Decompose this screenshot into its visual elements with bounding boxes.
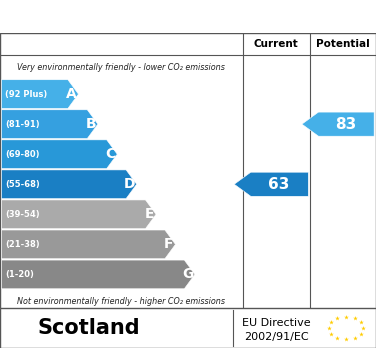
Text: B: B: [86, 117, 96, 131]
Text: Not environmentally friendly - higher CO₂ emissions: Not environmentally friendly - higher CO…: [17, 296, 225, 306]
Text: G: G: [182, 267, 194, 282]
Text: EU Directive: EU Directive: [242, 318, 311, 328]
Text: E: E: [144, 207, 154, 221]
Text: (39-54): (39-54): [5, 210, 40, 219]
Polygon shape: [2, 140, 117, 168]
Text: (81-91): (81-91): [5, 120, 40, 129]
Text: F: F: [164, 237, 173, 251]
Text: Environmental Impact (CO₂) Rating: Environmental Impact (CO₂) Rating: [30, 9, 346, 24]
Text: Potential: Potential: [316, 39, 370, 49]
Text: (21-38): (21-38): [5, 240, 40, 249]
Polygon shape: [2, 110, 98, 139]
Text: Scotland: Scotland: [37, 318, 140, 338]
Text: (69-80): (69-80): [5, 150, 40, 159]
Text: C: C: [105, 147, 115, 161]
Text: (1-20): (1-20): [5, 270, 34, 279]
Text: 63: 63: [268, 177, 290, 192]
Polygon shape: [2, 170, 136, 199]
Polygon shape: [2, 230, 176, 259]
Text: 2002/91/EC: 2002/91/EC: [244, 332, 309, 342]
Text: A: A: [66, 87, 77, 101]
Text: (92 Plus): (92 Plus): [5, 89, 47, 98]
Polygon shape: [302, 112, 374, 136]
Polygon shape: [2, 260, 195, 289]
Polygon shape: [2, 80, 79, 109]
Polygon shape: [2, 200, 156, 229]
Text: (55-68): (55-68): [5, 180, 40, 189]
Text: Current: Current: [254, 39, 299, 49]
Text: D: D: [124, 177, 135, 191]
Polygon shape: [234, 172, 308, 196]
Text: Very environmentally friendly - lower CO₂ emissions: Very environmentally friendly - lower CO…: [17, 63, 225, 72]
Text: 83: 83: [335, 117, 356, 132]
